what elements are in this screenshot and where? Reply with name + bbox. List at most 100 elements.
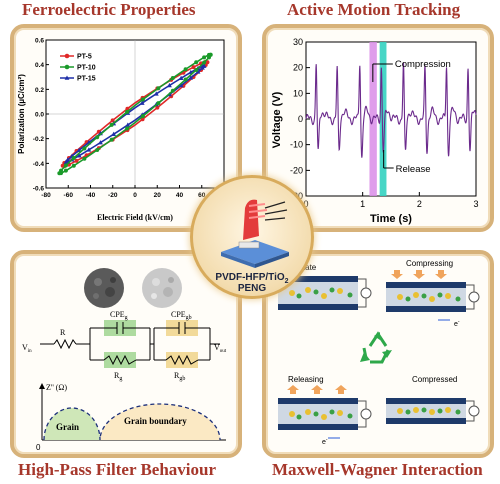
label-r: R bbox=[60, 328, 66, 337]
data-point bbox=[201, 63, 207, 68]
state-compressed-label: Compressed bbox=[412, 375, 457, 384]
data-point bbox=[167, 82, 172, 88]
legend-label-pt-10: PT-10 bbox=[77, 65, 96, 72]
y-tick-label: 10 bbox=[293, 88, 303, 98]
svg-text:Rgb: Rgb bbox=[174, 371, 185, 382]
label-vout-sub: out bbox=[220, 349, 227, 354]
label-cpe-g: CPE bbox=[110, 310, 125, 319]
data-point bbox=[195, 69, 201, 74]
grain-label: Grain bbox=[56, 422, 79, 432]
state-releasing-label: Releasing bbox=[288, 375, 324, 384]
x-tick-label: 0 bbox=[133, 192, 137, 199]
x-tick-label: -80 bbox=[41, 192, 51, 199]
legend-marker bbox=[64, 75, 70, 80]
y-tick-label: 0.6 bbox=[35, 38, 44, 45]
x-tick-label: 60 bbox=[198, 192, 206, 199]
data-point bbox=[202, 55, 207, 60]
release-band bbox=[379, 42, 387, 196]
data-point bbox=[156, 101, 161, 106]
legend-label-pt-5: PT-5 bbox=[77, 54, 92, 61]
legend-marker bbox=[64, 53, 70, 59]
device-compressing bbox=[386, 282, 480, 312]
label-rgb-sub: gb bbox=[179, 376, 185, 382]
cpe-g-element bbox=[104, 320, 136, 336]
data-point bbox=[125, 109, 130, 114]
data-point bbox=[76, 147, 82, 152]
svg-text:Vout: Vout bbox=[214, 343, 227, 354]
title-maxwell-wagner: Maxwell-Wagner Interaction bbox=[272, 460, 483, 479]
data-point bbox=[98, 140, 103, 145]
x-tick-label: 1 bbox=[360, 199, 365, 209]
data-point bbox=[111, 131, 117, 136]
equivalent-circuit bbox=[40, 327, 220, 361]
x-tick-label: 20 bbox=[154, 192, 162, 199]
data-point bbox=[71, 156, 76, 161]
label-cpe-gb: CPE bbox=[171, 310, 186, 319]
panel-high-pass-filter: R CPEg CPEgb Rg Rgb Vin Vout Z'' (Ω) 0 G… bbox=[10, 250, 242, 458]
data-point bbox=[63, 168, 68, 173]
y-tick-label: 0.2 bbox=[35, 87, 44, 94]
x-tick-label: -60 bbox=[64, 192, 74, 199]
y-axis-label: Voltage (V) bbox=[271, 91, 283, 148]
svg-text:Rg: Rg bbox=[114, 371, 122, 382]
data-point bbox=[183, 77, 188, 82]
data-point bbox=[170, 88, 175, 93]
filter-diagram: R CPEg CPEgb Rg Rgb Vin Vout Z'' (Ω) 0 G… bbox=[22, 268, 227, 452]
data-point bbox=[95, 147, 100, 152]
panel-ferroelectric: -80-60-40-20020406080-0.6-0.4-0.20.00.20… bbox=[10, 24, 242, 232]
grain-image-light bbox=[142, 268, 182, 308]
data-point bbox=[156, 86, 161, 91]
center-title-line1: PVDF-HFP/TiO2 bbox=[215, 272, 288, 285]
rg-element bbox=[104, 352, 136, 368]
down-arrows bbox=[391, 270, 447, 279]
label-vout: V bbox=[214, 343, 220, 352]
y-tick-label: 0.4 bbox=[35, 62, 44, 69]
svg-text:Vin: Vin bbox=[22, 343, 32, 354]
device-releasing bbox=[278, 398, 372, 430]
legend-label-pt-15: PT-15 bbox=[77, 76, 96, 83]
grain-boundary-label: Grain boundary bbox=[124, 416, 187, 426]
data-point bbox=[109, 137, 114, 142]
label-rg-sub: g bbox=[119, 376, 122, 382]
rgb-element bbox=[166, 352, 198, 368]
label-cpe-gb-sub: gb bbox=[186, 315, 192, 321]
label-cpe-g-sub: g bbox=[125, 315, 128, 321]
center-device-badge: PVDF-HFP/TiO2 PENG bbox=[190, 175, 314, 299]
data-point bbox=[183, 67, 188, 72]
data-point bbox=[140, 97, 145, 102]
y-tick-label: -20 bbox=[290, 165, 303, 175]
svg-text:CPEg: CPEg bbox=[110, 310, 128, 321]
data-point bbox=[63, 163, 68, 168]
data-point bbox=[202, 60, 207, 65]
data-point bbox=[139, 100, 145, 105]
x-tick-label: -20 bbox=[108, 192, 118, 199]
data-point bbox=[170, 76, 175, 81]
x-tick-label: 0 bbox=[303, 199, 308, 209]
peng-device-illustration: PVDF-HFP/TiO2 PENG bbox=[215, 199, 289, 294]
label-vin: V bbox=[22, 343, 28, 352]
x-tick-label: 2 bbox=[417, 199, 422, 209]
data-point bbox=[178, 82, 184, 88]
svg-text:CPEgb: CPEgb bbox=[171, 310, 192, 321]
data-point bbox=[125, 126, 130, 131]
data-point bbox=[82, 146, 87, 151]
label-vin-sub: in bbox=[28, 349, 32, 354]
nyquist-plot bbox=[39, 383, 226, 441]
y-tick-label: 0 bbox=[298, 114, 303, 124]
data-point bbox=[76, 153, 82, 158]
recycle-icon bbox=[360, 331, 392, 364]
y-tick-label: -0.4 bbox=[33, 161, 45, 168]
electron-label-1: e- bbox=[454, 319, 460, 328]
data-point bbox=[153, 91, 159, 96]
title-motion-tracking: Active Motion Tracking bbox=[287, 0, 461, 19]
data-point bbox=[188, 75, 194, 80]
data-point bbox=[86, 147, 92, 152]
data-point bbox=[74, 158, 79, 163]
grain-image-dark bbox=[84, 268, 124, 308]
electron-label-2: e- bbox=[322, 437, 328, 446]
y-tick-label: -0.6 bbox=[33, 186, 45, 193]
voltage-signal bbox=[305, 62, 477, 158]
x-axis-label: Time (s) bbox=[370, 213, 412, 225]
